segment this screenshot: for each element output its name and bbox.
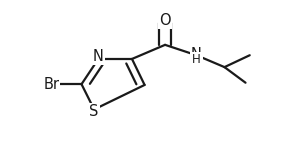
Text: O: O bbox=[159, 13, 171, 28]
Text: N: N bbox=[93, 49, 104, 64]
Text: Br: Br bbox=[43, 77, 59, 92]
Text: H: H bbox=[192, 53, 201, 66]
Text: N: N bbox=[191, 47, 202, 62]
Text: S: S bbox=[89, 104, 99, 119]
